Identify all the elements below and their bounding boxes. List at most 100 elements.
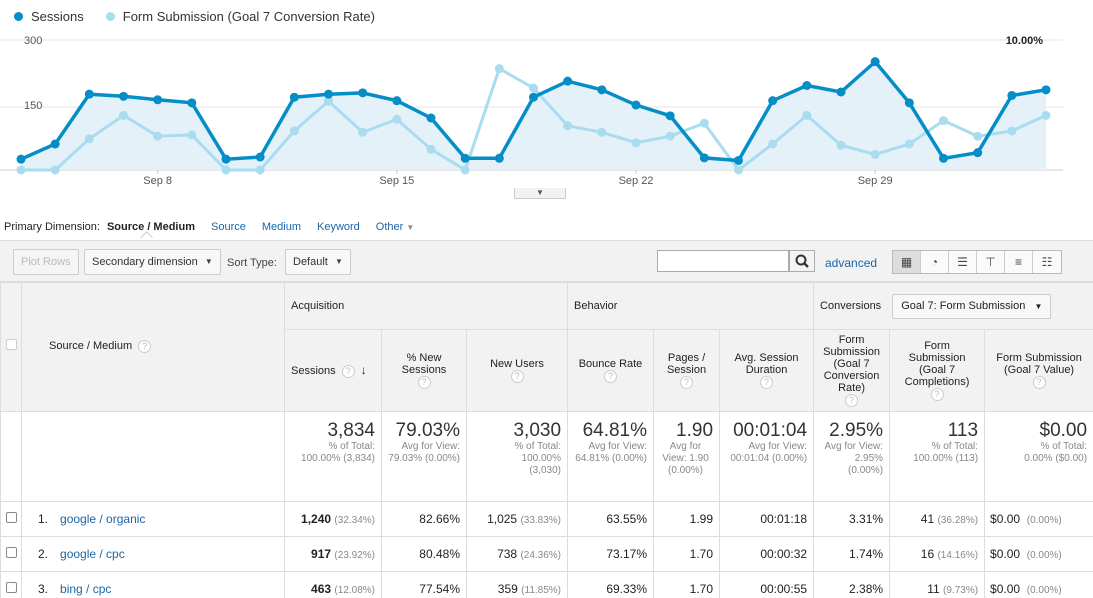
- conversion-rate-point: [16, 165, 26, 175]
- totals-checkbox-cell: [0, 411, 22, 502]
- conversion-rate-point: [187, 130, 197, 140]
- conversion-rate-cell: 2.38%: [813, 571, 891, 598]
- legend-item-conversion-rate[interactable]: Form Submission (Goal 7 Conversion Rate): [105, 9, 375, 24]
- table-search-input[interactable]: [657, 250, 789, 272]
- total-sessions: 3,834% of Total: 100.00% (3,834): [284, 411, 382, 502]
- conversion-rate-point: [358, 127, 368, 137]
- select-all-checkbox[interactable]: [5, 339, 17, 350]
- comparison-view-icon[interactable]: ⊤: [977, 251, 1005, 273]
- source-medium-cell: 1. google / organic: [21, 501, 285, 537]
- source-medium-link[interactable]: google / organic: [60, 512, 146, 526]
- row-checkbox[interactable]: [5, 582, 17, 593]
- pie-chart-view-icon[interactable]: ◔: [921, 251, 949, 273]
- chevron-down-icon: ▼: [1034, 301, 1043, 311]
- report-table: Source / Medium ? Acquisition Behavior C…: [0, 282, 1093, 598]
- col-new-sessions[interactable]: % New Sessions?: [381, 329, 467, 412]
- cell-pct: (0.00%): [1026, 550, 1062, 561]
- cell-pct: (14.16%): [937, 550, 979, 561]
- primary-dimension-bar: Primary Dimension: Source / Medium Sourc…: [4, 221, 414, 233]
- cell-value: 917: [311, 547, 332, 561]
- cell-pct: (36.28%): [937, 515, 979, 526]
- col-avg-session-duration-label: Avg. Session Duration: [734, 352, 799, 376]
- source-medium-cell: 2. google / cpc: [21, 536, 285, 572]
- value-cell: $0.00 (0.00%): [984, 501, 1093, 537]
- completions-cell: 41 (36.28%): [889, 501, 986, 537]
- col-goal7-conversion-rate[interactable]: Form Submission (Goal 7 Conversion Rate)…: [813, 329, 891, 412]
- help-icon[interactable]: ?: [1032, 376, 1046, 389]
- col-goal7-value[interactable]: Form Submission (Goal 7 Value)?: [984, 329, 1093, 412]
- sessions-point: [324, 89, 333, 99]
- cell-pct: (23.92%): [334, 550, 375, 561]
- col-goal7-completions[interactable]: Form Submission (Goal 7 Completions)?: [889, 329, 986, 412]
- total-sub: % of Total: 100.00% (3,030): [514, 441, 562, 476]
- conversion-rate-point: [84, 134, 94, 144]
- cell-pct: (0.00%): [1026, 585, 1062, 596]
- primary-dimension-source[interactable]: Source: [211, 221, 246, 233]
- sessions-point: [836, 87, 846, 97]
- row-checkbox[interactable]: [5, 547, 17, 558]
- data-table-view-icon[interactable]: ▦: [893, 251, 921, 273]
- help-icon[interactable]: ?: [760, 376, 774, 389]
- col-pages-session[interactable]: Pages / Session?: [653, 329, 721, 412]
- sessions-cell: 463 (12.08%): [284, 571, 382, 598]
- performance-view-icon[interactable]: ☰: [949, 251, 977, 273]
- new-users-cell: 359 (11.85%): [465, 571, 569, 598]
- sessions-cell: 1,240 (32.34%): [284, 501, 382, 537]
- conversion-rate-point: [870, 149, 880, 159]
- help-icon[interactable]: ?: [138, 340, 152, 353]
- chevron-down-icon: ▼: [334, 257, 343, 266]
- cell-value: 463: [311, 582, 332, 596]
- table-view-switcher: ▦ ◔ ☰ ⊤ ≡ ☷: [892, 250, 1062, 274]
- term-cloud-view-icon[interactable]: ≡: [1005, 251, 1033, 273]
- sort-type-dropdown[interactable]: Default ▼: [285, 249, 351, 275]
- sessions-point: [631, 100, 641, 110]
- conversion-rate-point: [768, 139, 778, 149]
- primary-dimension-other[interactable]: Other ▼: [376, 221, 415, 233]
- conversion-rate-point: [631, 138, 641, 148]
- sessions-point: [939, 153, 948, 163]
- advanced-filter-link[interactable]: advanced: [825, 256, 878, 270]
- search-button[interactable]: [789, 250, 815, 272]
- pivot-view-icon[interactable]: ☷: [1033, 251, 1061, 273]
- col-sessions-label: Sessions: [291, 364, 336, 377]
- help-icon[interactable]: ?: [845, 394, 859, 407]
- source-medium-link[interactable]: google / cpc: [60, 547, 125, 561]
- total-value: 79.03%: [395, 420, 460, 441]
- source-medium-link[interactable]: bing / cpc: [60, 582, 112, 596]
- total-value: 1.90: [676, 420, 714, 441]
- new-sessions-cell: 82.66%: [381, 501, 467, 537]
- x-axis-tick-label: Sep 29: [858, 175, 893, 187]
- col-avg-session-duration[interactable]: Avg. Session Duration?: [719, 329, 815, 412]
- col-pages-session-label: Pages / Session: [666, 352, 707, 376]
- primary-dimension-other-label: Other: [375, 221, 404, 233]
- col-new-users[interactable]: New Users?: [465, 329, 569, 412]
- total-sub: Avg for View: 2.95% (0.00%): [824, 441, 884, 476]
- help-icon[interactable]: ?: [510, 370, 524, 383]
- plot-rows-button[interactable]: Plot Rows: [13, 249, 79, 275]
- help-icon[interactable]: ?: [680, 376, 694, 389]
- cell-pct: (9.73%): [943, 585, 979, 596]
- primary-dimension-keyword[interactable]: Keyword: [316, 221, 360, 233]
- chart-collapse-toggle[interactable]: ▼: [514, 188, 566, 199]
- col-bounce-rate[interactable]: Bounce Rate?: [567, 329, 655, 412]
- cell-value: $0.00: [990, 547, 1021, 561]
- legend-item-sessions[interactable]: Sessions: [14, 9, 84, 24]
- help-icon[interactable]: ?: [930, 388, 944, 401]
- help-icon[interactable]: ?: [341, 364, 355, 378]
- row-checkbox[interactable]: [5, 512, 17, 523]
- conversion-rate-point: [665, 131, 675, 141]
- sessions-point: [426, 113, 436, 123]
- row-number: 1.: [38, 512, 49, 526]
- primary-dimension-label: Primary Dimension:: [4, 221, 100, 233]
- primary-dimension-medium[interactable]: Medium: [261, 221, 301, 233]
- row-checkbox-cell: [0, 501, 22, 537]
- goal-select-dropdown[interactable]: Goal 7: Form Submission ▼: [892, 293, 1052, 319]
- help-icon[interactable]: ?: [417, 376, 431, 389]
- secondary-dimension-dropdown[interactable]: Secondary dimension ▼: [84, 249, 221, 275]
- col-goal7-completions-label: Form Submission (Goal 7 Completions): [904, 340, 970, 388]
- total-new-sessions: 79.03% Avg for View: 79.03% (0.00%): [381, 411, 467, 502]
- col-sessions[interactable]: Sessions ? ↓: [284, 329, 382, 412]
- total-new-users: 3,030% of Total: 100.00% (3,030): [465, 411, 569, 502]
- conversions-group-label: Conversions: [820, 299, 882, 312]
- help-icon[interactable]: ?: [604, 370, 618, 383]
